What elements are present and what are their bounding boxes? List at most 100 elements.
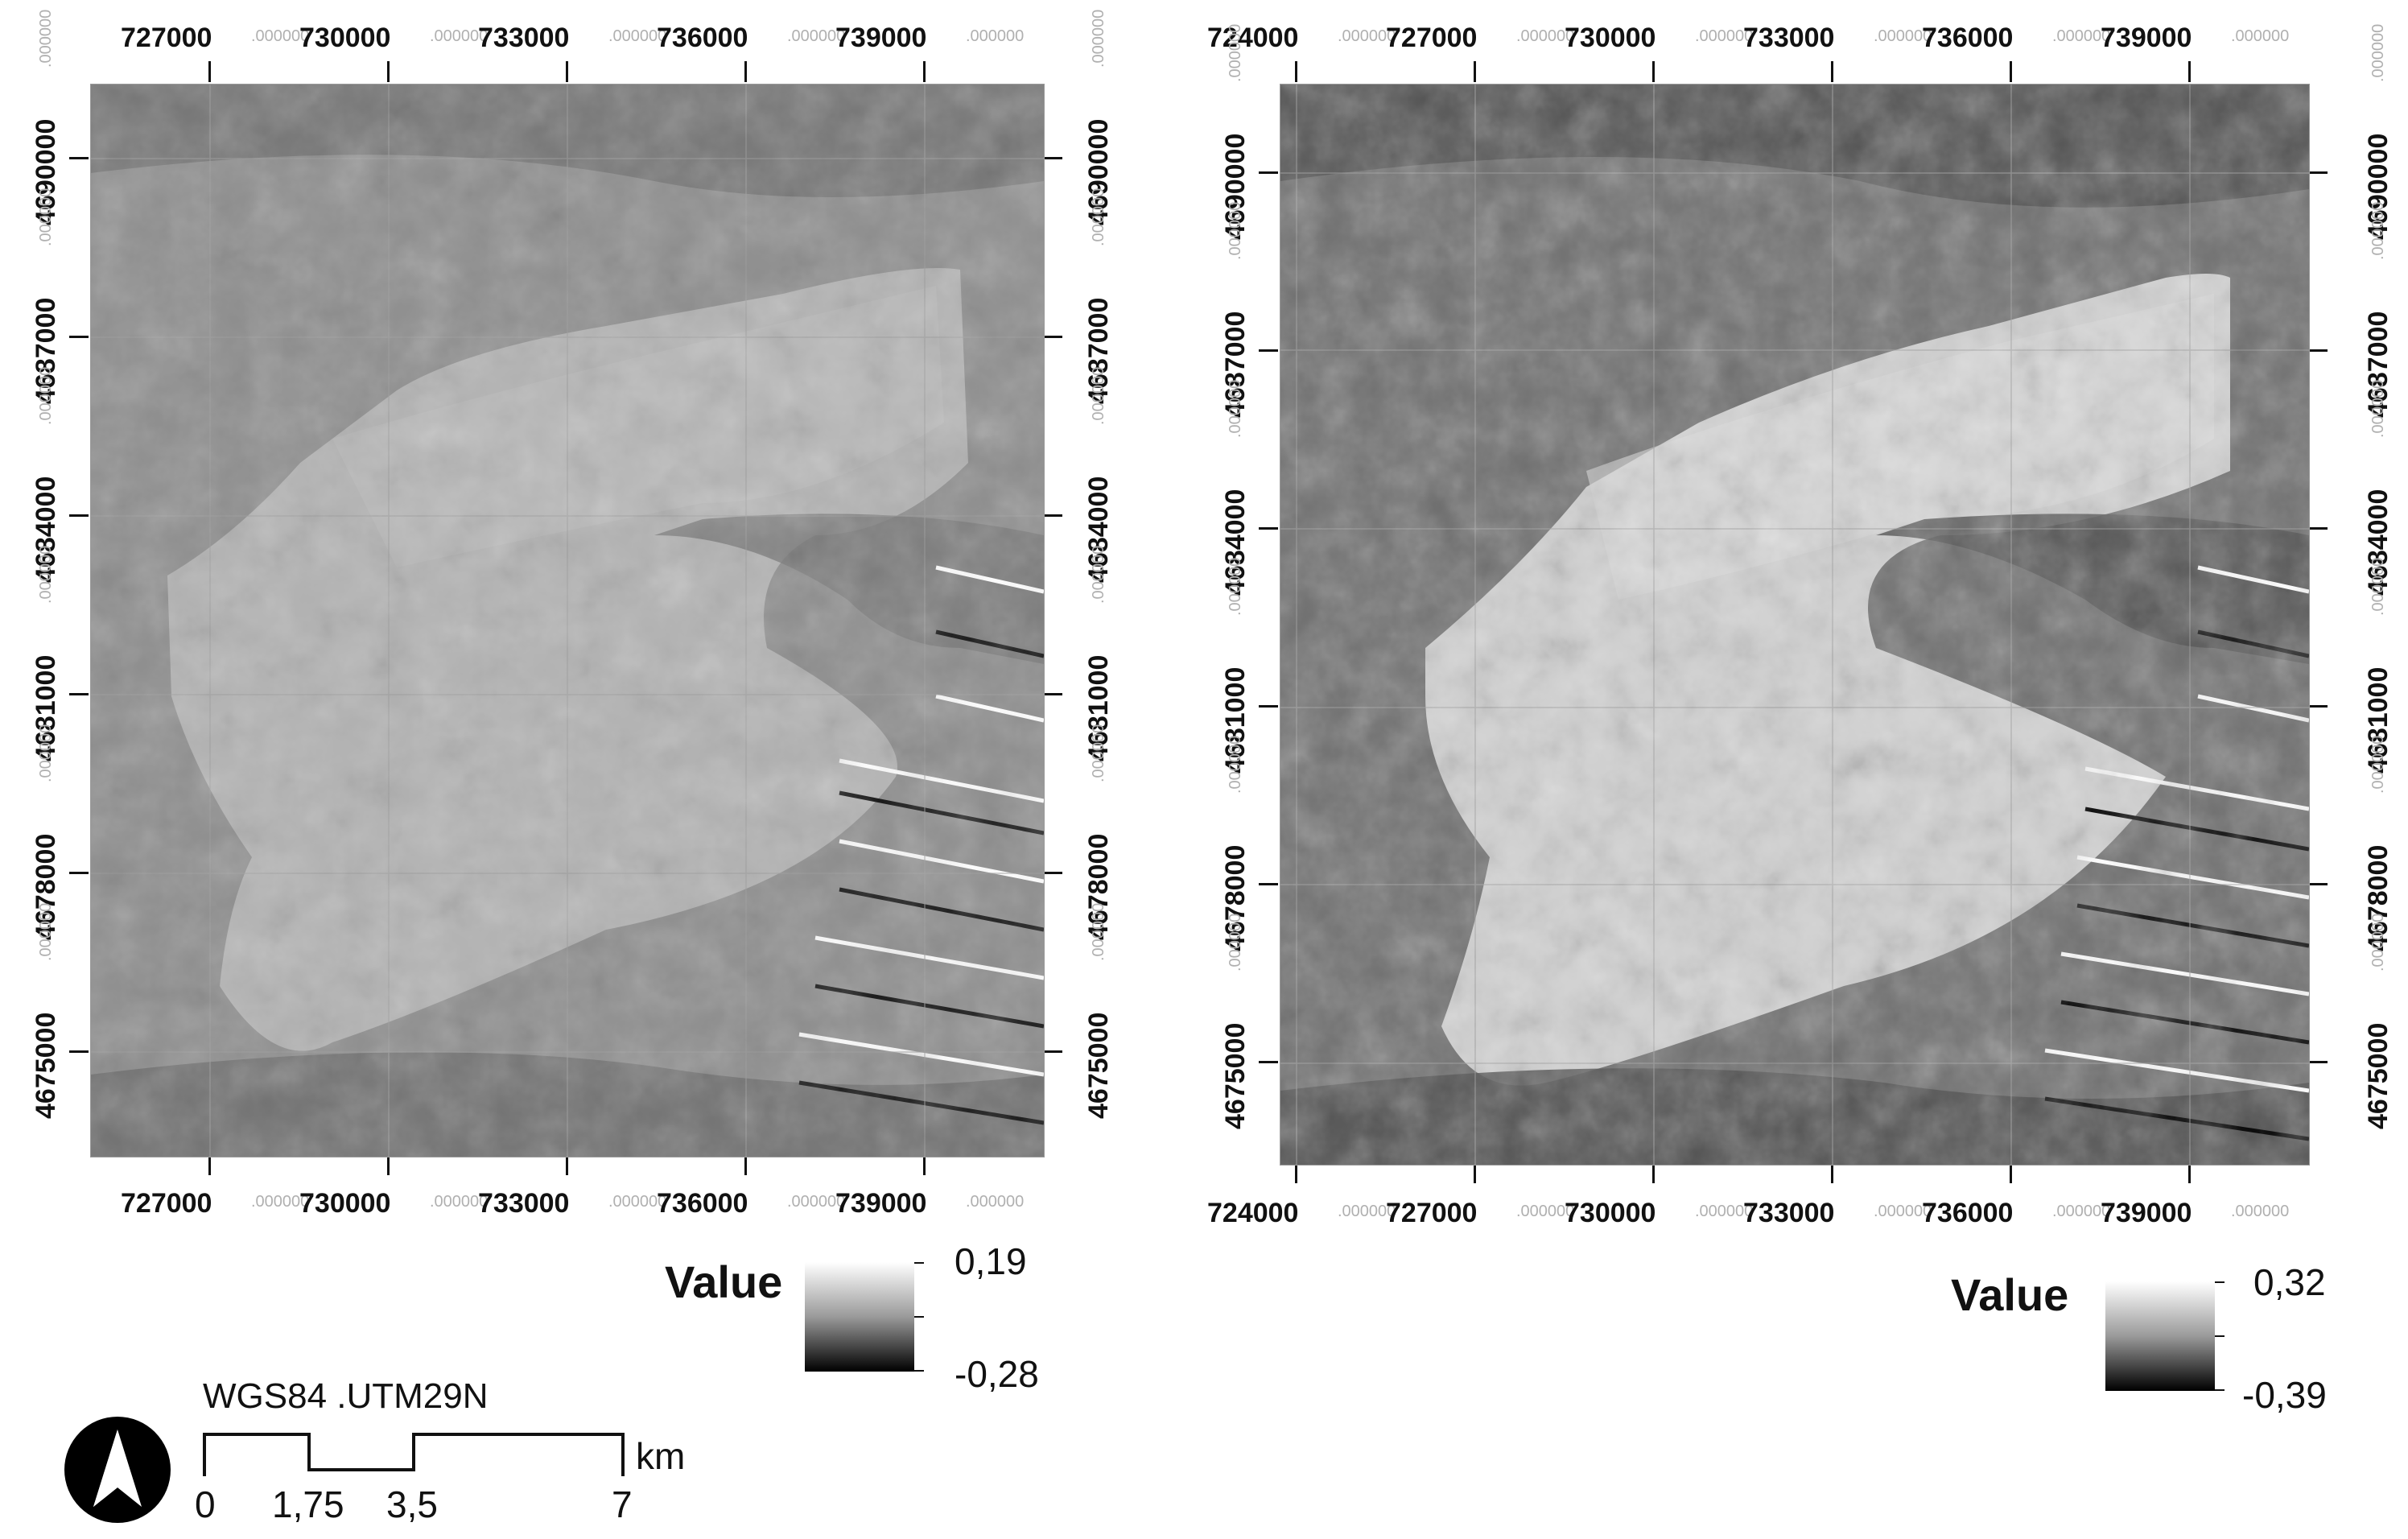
y-tick-decimal: .000000 bbox=[37, 724, 55, 782]
x-tick-label-bottom: 727000 bbox=[1386, 1198, 1478, 1228]
x-tick-label-bottom: 727000 bbox=[121, 1188, 212, 1219]
scale-label: 0 bbox=[195, 1483, 216, 1525]
x-tick-label-top: 727000 bbox=[1386, 23, 1478, 53]
y-tick-label-right: 4675000 bbox=[1083, 1012, 1114, 1119]
y-tick-decimal: .000000 bbox=[37, 188, 55, 246]
y-tick-mark bbox=[69, 872, 89, 874]
x-tick-label-top: 733000 bbox=[478, 23, 570, 53]
legend-tick bbox=[2215, 1281, 2225, 1283]
legend-tick bbox=[914, 1370, 924, 1372]
y-tick-mark bbox=[1045, 872, 1062, 874]
y-tick-mark bbox=[2310, 171, 2328, 174]
x-tick-decimal: .000000 bbox=[2052, 1203, 2111, 1220]
x-tick-decimal: .000000 bbox=[787, 1193, 846, 1211]
y-tick-decimal: .000000 bbox=[37, 902, 55, 961]
y-tick-label-right: 4675000 bbox=[2363, 1022, 2394, 1129]
scale-label: 7 bbox=[612, 1483, 633, 1525]
y-tick-decimal: .000000 bbox=[1227, 23, 1244, 82]
y-tick-decimal: .000000 bbox=[1090, 9, 1107, 68]
legend-max-value: 0,19 bbox=[955, 1240, 1027, 1282]
y-tick-decimal: .000000 bbox=[37, 545, 55, 604]
x-tick-label-top: 739000 bbox=[835, 23, 927, 53]
x-tick-mark bbox=[566, 1157, 568, 1175]
x-tick-label-top: 733000 bbox=[1743, 23, 1835, 53]
y-tick-mark bbox=[2310, 527, 2328, 530]
x-tick-decimal: .000000 bbox=[1695, 27, 1754, 45]
y-tick-mark bbox=[69, 157, 89, 159]
x-tick-decimal: .000000 bbox=[430, 27, 489, 45]
y-tick-mark bbox=[2310, 883, 2328, 885]
x-tick-mark bbox=[387, 1157, 390, 1175]
x-tick-decimal: .000000 bbox=[1516, 1203, 1575, 1220]
y-tick-mark bbox=[1259, 349, 1278, 352]
scale-label: 1,75 bbox=[272, 1483, 344, 1525]
scale-unit: km bbox=[636, 1435, 686, 1477]
x-tick-decimal: .000000 bbox=[1338, 1203, 1396, 1220]
legend-color-ramp bbox=[2105, 1281, 2215, 1391]
x-tick-label-top: 730000 bbox=[1565, 23, 1656, 53]
raster-terrain-left bbox=[91, 85, 1044, 1157]
y-tick-mark bbox=[1259, 705, 1278, 708]
x-tick-label-bottom: 736000 bbox=[1922, 1198, 2014, 1228]
legend-color-ramp bbox=[805, 1262, 914, 1372]
y-tick-decimal: .000000 bbox=[1227, 379, 1244, 438]
x-tick-label-top: 739000 bbox=[2101, 23, 2192, 53]
x-tick-label-top: 730000 bbox=[299, 23, 391, 53]
legend-title: Value bbox=[665, 1256, 783, 1307]
y-tick-decimal: .000000 bbox=[1090, 724, 1107, 782]
y-tick-decimal: .000000 bbox=[1227, 201, 1244, 260]
y-tick-mark bbox=[1045, 693, 1062, 695]
x-tick-label-bottom: 733000 bbox=[478, 1188, 570, 1219]
x-tick-mark bbox=[208, 1157, 211, 1175]
y-tick-mark bbox=[1259, 883, 1278, 885]
x-tick-mark bbox=[923, 1157, 926, 1175]
x-tick-decimal: .000000 bbox=[251, 1193, 310, 1211]
x-tick-mark bbox=[1652, 61, 1655, 82]
y-tick-decimal: .000000 bbox=[37, 9, 55, 68]
x-tick-decimal: .000000 bbox=[1516, 27, 1575, 45]
y-tick-mark bbox=[1259, 527, 1278, 530]
y-tick-mark bbox=[2310, 705, 2328, 708]
legend-tick bbox=[2215, 1389, 2225, 1391]
y-tick-decimal: .000000 bbox=[1227, 735, 1244, 794]
y-tick-decimal: .000000 bbox=[1227, 557, 1244, 616]
x-tick-decimal: .000000 bbox=[251, 27, 310, 45]
scale-label: 3,5 bbox=[386, 1483, 438, 1525]
x-tick-mark bbox=[1295, 61, 1297, 82]
x-tick-decimal: .000000 bbox=[1874, 27, 1932, 45]
x-tick-label-bottom: 733000 bbox=[1743, 1198, 1835, 1228]
x-tick-decimal: .000000 bbox=[966, 27, 1025, 45]
y-tick-mark bbox=[69, 336, 89, 338]
x-tick-label-bottom: 730000 bbox=[299, 1188, 391, 1219]
x-tick-mark bbox=[387, 61, 390, 82]
x-tick-label-top: 727000 bbox=[121, 23, 212, 53]
legend-max-value: 0,32 bbox=[2253, 1261, 2326, 1303]
x-tick-mark bbox=[2010, 1166, 2012, 1183]
y-tick-mark bbox=[1045, 336, 1062, 338]
legend-tick bbox=[914, 1262, 924, 1264]
y-tick-label-left: 4675000 bbox=[1220, 1022, 1251, 1129]
y-tick-decimal: .000000 bbox=[2369, 23, 2387, 82]
x-tick-label-bottom: 724000 bbox=[1207, 1198, 1299, 1228]
y-tick-decimal: .000000 bbox=[2369, 379, 2387, 438]
x-tick-label-top: 736000 bbox=[657, 23, 748, 53]
x-tick-mark bbox=[1474, 61, 1476, 82]
y-tick-mark bbox=[1259, 171, 1278, 174]
y-tick-decimal: .000000 bbox=[2369, 735, 2387, 794]
x-tick-decimal: .000000 bbox=[2231, 1203, 2290, 1220]
y-tick-decimal: .000000 bbox=[1090, 188, 1107, 246]
raster-image-right bbox=[1280, 84, 2310, 1166]
x-tick-mark bbox=[1295, 1166, 1297, 1183]
x-tick-label-top: 736000 bbox=[1922, 23, 2014, 53]
x-tick-label-bottom: 730000 bbox=[1565, 1198, 1656, 1228]
y-tick-decimal: .000000 bbox=[2369, 557, 2387, 616]
y-tick-mark bbox=[1045, 157, 1062, 159]
x-tick-decimal: .000000 bbox=[430, 1193, 489, 1211]
y-tick-decimal: .000000 bbox=[37, 366, 55, 425]
y-tick-decimal: .000000 bbox=[1227, 913, 1244, 972]
north-arrow-icon bbox=[64, 1417, 171, 1523]
y-tick-mark bbox=[2310, 1061, 2328, 1063]
x-tick-mark bbox=[208, 61, 211, 82]
x-tick-decimal: .000000 bbox=[1874, 1203, 1932, 1220]
y-tick-mark bbox=[1045, 1050, 1062, 1053]
